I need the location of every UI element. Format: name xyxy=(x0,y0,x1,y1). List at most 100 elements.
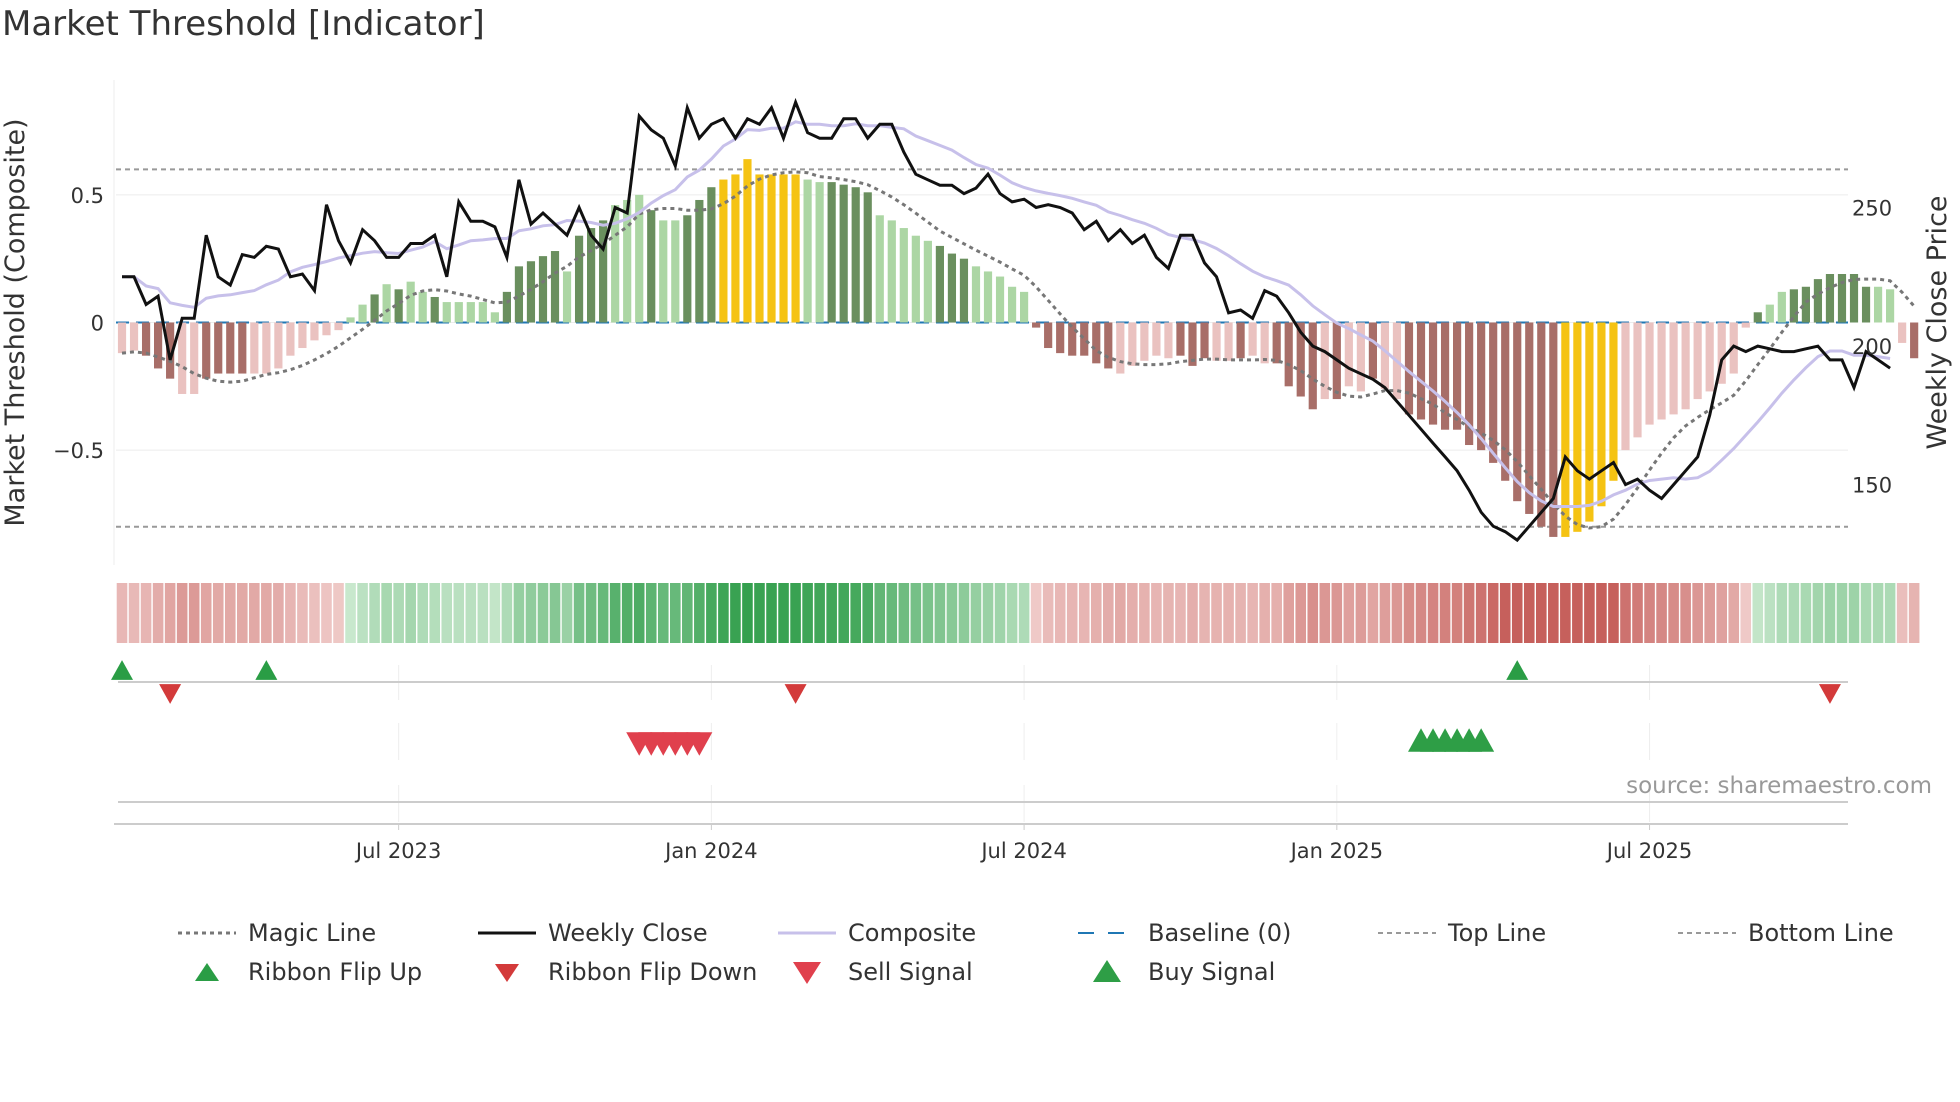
composite-bar xyxy=(117,322,127,354)
legend-label: Top Line xyxy=(1447,919,1546,947)
composite-bar xyxy=(779,174,788,323)
composite-bar xyxy=(1236,322,1245,359)
composite-bar xyxy=(1537,322,1546,527)
ribbon-cell xyxy=(862,583,874,643)
ribbon-cell xyxy=(669,583,681,643)
ribbon-cell xyxy=(1427,583,1439,643)
composite-bar xyxy=(286,322,295,356)
composite-bar xyxy=(719,179,728,323)
composite-bar xyxy=(899,228,908,323)
x-tick-label: Jan 2024 xyxy=(663,839,758,863)
x-tick-label: Jul 2024 xyxy=(979,839,1066,863)
ribbon-cell xyxy=(465,583,477,643)
ribbon-cell xyxy=(1872,583,1884,643)
y-right-axis-title: Weekly Close Price xyxy=(1922,195,1953,449)
composite-bars xyxy=(117,159,1919,537)
composite-bar xyxy=(238,322,247,374)
ribbon-cell xyxy=(1704,583,1715,643)
ribbon-cell xyxy=(706,583,717,643)
ribbon-cell xyxy=(1187,583,1198,643)
composite-bar xyxy=(623,199,632,323)
composite-bar xyxy=(1188,322,1197,366)
legend-label: Ribbon Flip Down xyxy=(548,958,757,986)
composite-bar xyxy=(1910,322,1919,359)
ribbon-cell xyxy=(1752,583,1764,643)
legend-item-flip_down: Ribbon Flip Down xyxy=(495,958,757,986)
composite-bar xyxy=(1224,322,1233,361)
composite-bar xyxy=(1248,322,1257,356)
composite-bar xyxy=(1116,322,1125,374)
composite-bar xyxy=(1428,322,1438,425)
composite-bar xyxy=(478,302,487,323)
composite-bar xyxy=(827,182,836,323)
composite-bar xyxy=(647,210,656,323)
ribbon-cell xyxy=(1115,583,1126,643)
ribbon-cell xyxy=(1139,583,1150,643)
composite-bar xyxy=(310,322,319,341)
ribbon-cell xyxy=(778,583,789,643)
composite-bar xyxy=(1007,286,1017,323)
ribbon-flip-down-marker xyxy=(784,684,807,704)
ribbon-cell xyxy=(802,583,813,643)
ribbon-cell xyxy=(501,583,513,643)
legend-swatch xyxy=(195,963,219,981)
legend-label: Magic Line xyxy=(248,919,376,947)
composite-bar xyxy=(1849,274,1859,323)
ribbon-cell xyxy=(261,583,272,643)
composite-bar xyxy=(1465,322,1474,446)
ribbon-cell xyxy=(1632,583,1643,643)
composite-bar xyxy=(574,235,584,323)
legend-item-flip_up: Ribbon Flip Up xyxy=(195,958,422,986)
ribbon-cell xyxy=(1475,583,1487,643)
composite-bar xyxy=(1681,322,1690,410)
composite-bar xyxy=(154,322,163,369)
composite-bar xyxy=(129,322,139,351)
ribbon-cell xyxy=(718,583,729,643)
composite-bar xyxy=(466,302,475,323)
composite-bar xyxy=(1693,322,1702,400)
ribbon-cell xyxy=(1656,583,1667,643)
ribbon-cell xyxy=(273,583,284,643)
composite-bar xyxy=(1609,322,1618,481)
ribbon-cell xyxy=(200,583,212,643)
composite-bar xyxy=(1597,322,1606,507)
ribbon-cell xyxy=(1319,583,1331,643)
composite-bar xyxy=(755,174,764,323)
ribbon-flip-down-marker xyxy=(159,684,182,704)
composite-bar xyxy=(1825,274,1835,323)
ribbon-cell xyxy=(1211,583,1222,643)
ribbon-cell xyxy=(754,583,765,643)
ribbon-cell xyxy=(1439,583,1451,643)
ribbon-cell xyxy=(549,583,561,643)
ribbon-cell xyxy=(321,583,332,643)
ribbon-cell xyxy=(994,583,1006,643)
ribbon-cell xyxy=(1499,583,1511,643)
composite-bar xyxy=(1837,274,1847,323)
composite-bar xyxy=(1453,322,1462,430)
composite-bar xyxy=(1501,322,1510,481)
composite-bar xyxy=(190,322,199,394)
ribbon-cell xyxy=(309,583,320,643)
composite-bar xyxy=(1296,322,1305,397)
magic-line xyxy=(121,170,1916,530)
legend-swatch xyxy=(495,964,519,982)
composite-bar xyxy=(863,192,872,323)
composite-bar xyxy=(322,322,331,336)
ribbon-cell xyxy=(1644,583,1655,643)
composite-bar xyxy=(1032,322,1041,328)
x-tick-label: Jul 2025 xyxy=(1605,839,1692,863)
composite-bar xyxy=(1044,322,1053,349)
composite-bar xyxy=(815,182,824,323)
ribbon-cell xyxy=(1860,583,1872,643)
ribbon-cell xyxy=(1535,583,1547,643)
ribbon-cell xyxy=(898,583,910,643)
legend-item-buy: Buy Signal xyxy=(1093,958,1275,986)
ribbon-cell xyxy=(934,583,946,643)
composite-bar xyxy=(659,220,668,323)
composite-bar xyxy=(1344,322,1353,387)
ribbon-cell xyxy=(585,583,597,643)
composite-bar xyxy=(1477,322,1486,451)
y-right-tick-label: 150 xyxy=(1852,474,1892,498)
composite-bar xyxy=(1128,322,1137,366)
